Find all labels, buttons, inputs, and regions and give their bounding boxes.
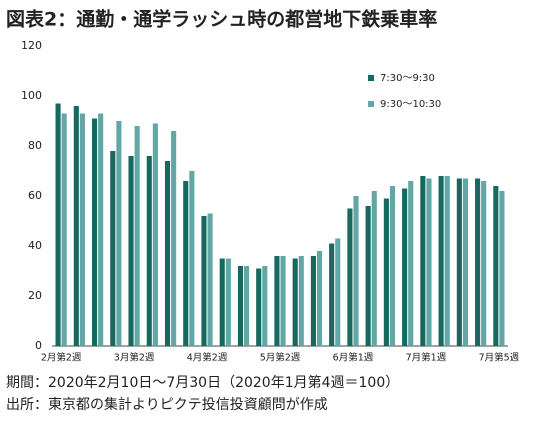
y-tick-label: 20 [28,289,42,302]
bar [116,121,122,346]
bar [438,176,444,346]
legend-swatch [368,101,374,107]
bar [335,238,341,346]
bar [292,258,298,346]
bar [426,178,432,346]
bar [316,251,323,346]
bar [183,181,189,346]
bar [402,188,408,346]
bar [371,191,377,346]
bar [256,268,262,346]
bar [347,208,353,346]
bar [201,216,207,346]
bar [73,106,79,346]
bar [280,256,286,346]
bar [91,118,98,346]
bar [128,156,134,346]
x-tick-label: 4月第2週 [187,352,228,364]
chart-title: 図表2：通勤・通学ラッシュ時の都営地下鉄乗車率 [6,8,437,31]
bar [61,113,67,346]
y-tick-label: 60 [28,189,42,202]
y-tick-label: 100 [21,89,42,102]
bar [408,181,414,346]
bar [237,266,244,346]
bar [244,266,250,346]
note: 期間：2020年2月10日～7月30日（2020年1月第4週＝100） [6,374,399,391]
bar [79,113,85,346]
x-tick-label: 7月第1週 [406,352,447,364]
bar [456,178,462,346]
bar [420,176,426,346]
bar [98,113,104,346]
bar [444,176,450,346]
bar [152,123,158,346]
bar [262,266,268,346]
bar [164,161,171,346]
note: 出所：東京都の集計よりピクテ投信投資顧問が作成 [6,396,328,413]
bar [274,256,280,346]
bar [225,258,231,346]
y-tick-label: 120 [21,39,42,52]
bar [383,198,389,346]
y-tick-label: 80 [28,139,42,152]
bar [329,243,335,346]
bar [499,191,505,346]
bar [134,126,140,346]
x-tick-label: 7月第5週 [479,352,520,364]
bar [207,213,213,346]
bar [310,256,316,346]
bar [353,196,359,346]
x-tick-label: 2月第2週 [41,352,82,364]
bar [219,258,225,346]
x-tick-label: 6月第1週 [333,352,374,364]
y-tick-label: 0 [35,339,42,352]
bar [365,206,371,346]
bar [189,171,195,346]
legend-swatch [368,75,374,81]
bar [481,181,487,346]
x-tick-label: 5月第2週 [260,352,301,364]
bar [389,186,396,346]
y-tick-label: 40 [28,239,42,252]
bar [462,178,469,346]
bar [298,256,304,346]
bar [146,156,152,346]
legend-label: 7:30～9:30 [380,73,435,84]
bar [493,186,499,346]
bar [55,103,61,346]
bar [475,178,481,346]
bar [171,131,177,346]
x-tick-label: 3月第2週 [114,352,155,364]
legend-label: 9:30～10:30 [380,99,441,110]
bar [110,151,116,346]
